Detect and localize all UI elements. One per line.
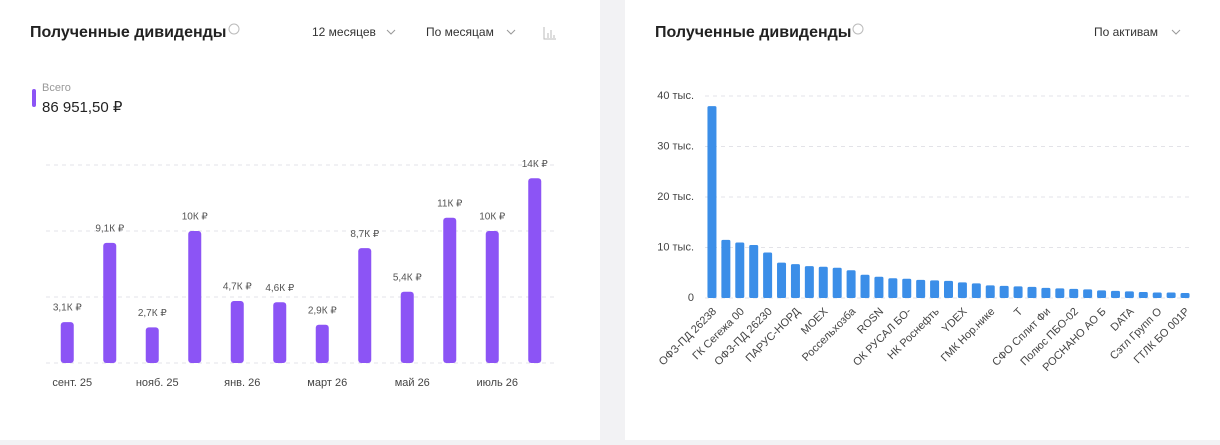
- value-label: 9,1К ₽: [95, 224, 125, 235]
- bar: [230, 300, 244, 363]
- bar: [528, 178, 542, 363]
- y-tick-label: 20 тыс.: [657, 191, 694, 203]
- total: 86 951,50 ₽: [42, 99, 123, 116]
- bar: [735, 242, 745, 298]
- value-label: 10К ₽: [479, 212, 506, 223]
- bar: [916, 279, 926, 298]
- bar: [1152, 292, 1162, 298]
- bar: [1124, 291, 1134, 298]
- value-label: 4,6К ₽: [265, 283, 295, 294]
- bar: [1166, 292, 1176, 298]
- value-label: 5,4К ₽: [393, 272, 423, 283]
- bar: [1013, 286, 1023, 298]
- bar: [1069, 288, 1079, 298]
- y-tick-label: 0: [688, 292, 694, 304]
- x-tick-label: сент. 25: [52, 377, 92, 389]
- value-label: 8,7К ₽: [350, 229, 380, 240]
- bar: [888, 278, 898, 298]
- bar: [1055, 288, 1065, 298]
- bar: [1110, 290, 1120, 298]
- bar: [874, 276, 884, 298]
- period-select[interactable]: 12 месяцев: [312, 25, 376, 39]
- value-label: 4,7К ₽: [223, 282, 253, 293]
- bar: [971, 283, 981, 298]
- bar: [777, 262, 787, 298]
- bar: [804, 266, 814, 298]
- bar: [315, 324, 329, 363]
- bar: [749, 244, 759, 298]
- bar: [985, 285, 995, 298]
- help-icon[interactable]: [852, 23, 864, 35]
- bar: [944, 280, 953, 298]
- grouping-select[interactable]: По месяцам: [426, 25, 494, 39]
- bar: [902, 278, 912, 298]
- bar: [832, 267, 842, 298]
- value-label: 10К ₽: [182, 212, 209, 223]
- legend-label: Всего: [42, 82, 71, 94]
- bar: [188, 231, 202, 363]
- bar: [818, 266, 828, 298]
- bar: [1097, 290, 1107, 298]
- y-tick-label: 40 тыс.: [657, 90, 694, 102]
- bar: [790, 264, 800, 298]
- bar: [1180, 292, 1190, 298]
- bar: [999, 285, 1009, 298]
- bar: [957, 282, 967, 298]
- bar: [860, 274, 870, 298]
- chevron: [386, 29, 396, 35]
- chevron: [1171, 29, 1181, 35]
- bar: [400, 291, 414, 363]
- legend-swatch: [32, 89, 36, 107]
- value-label: 14К ₽: [522, 159, 549, 170]
- bar: [60, 322, 74, 363]
- value-label: 11К ₽: [437, 198, 463, 209]
- bar: [358, 248, 372, 363]
- y-tick-label: 10 тыс.: [657, 241, 694, 253]
- bar: [145, 327, 159, 363]
- right-card: [625, 0, 1220, 440]
- bar: [846, 270, 856, 298]
- bar: [930, 280, 940, 298]
- bar: [103, 242, 117, 363]
- bar: [273, 302, 287, 363]
- x-tick-label: май 26: [395, 377, 430, 389]
- x-tick-label: нояб. 25: [136, 377, 179, 389]
- x-tick-label: июль 26: [476, 377, 518, 389]
- bar: [763, 252, 773, 298]
- chevron: [506, 29, 516, 35]
- bar: [1083, 289, 1093, 298]
- right-title: Полученные дивиденды: [655, 24, 851, 41]
- bar: [485, 231, 499, 363]
- value-label: 3,1К ₽: [53, 303, 83, 314]
- bar: [707, 106, 717, 298]
- bar: [1138, 291, 1148, 298]
- left-card: [0, 0, 600, 440]
- breakdown-select[interactable]: По активам: [1094, 25, 1158, 39]
- bar: [443, 217, 457, 363]
- x-tick-label: янв. 26: [224, 377, 260, 389]
- value-label: 2,7К ₽: [138, 308, 168, 319]
- value-label: 2,9К ₽: [308, 305, 338, 316]
- x-tick-label: март 26: [307, 377, 347, 389]
- help-icon[interactable]: [228, 23, 240, 35]
- bar: [1041, 287, 1051, 298]
- chart-icon[interactable]: [543, 27, 556, 40]
- bar: [721, 239, 731, 298]
- left-title: Полученные дивиденды: [30, 24, 226, 41]
- y-tick-label: 30 тыс.: [657, 140, 694, 152]
- bar: [1027, 286, 1037, 298]
